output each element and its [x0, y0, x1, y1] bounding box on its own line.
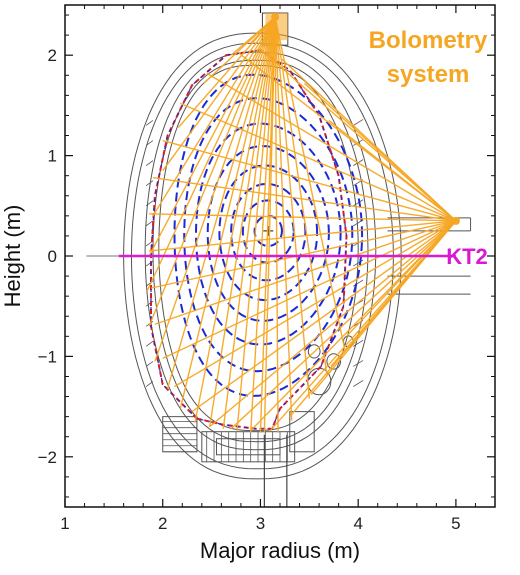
inner-wall-detail [145, 361, 154, 367]
outer-wall-detail [353, 380, 364, 387]
outer-wall-detail [353, 199, 364, 207]
bolometer-chord-top-1 [208, 16, 276, 427]
divertor-coil-right [289, 411, 315, 453]
y-tick-label-1: 1 [48, 147, 57, 166]
outer-wall-detail [353, 339, 364, 347]
y-axis-label: Height (m) [0, 205, 25, 308]
flux-contour-4 [206, 145, 330, 322]
axis-ticks: 1 2 3 4 5 −2 −1 0 1 2 [38, 5, 495, 533]
bolometer-chord-top-8 [274, 16, 311, 399]
bolometer-chord-top-2 [222, 16, 276, 429]
divertor-base [201, 431, 296, 463]
kt2-label: KT2 [446, 244, 488, 269]
inner-wall-detail [145, 220, 154, 227]
bolometer-chord-top-13 [154, 16, 276, 362]
flux-contour-3 [218, 164, 319, 302]
flux-contour-0 [253, 214, 284, 248]
inner-wall-detail [145, 160, 154, 166]
vessel-port-1 [326, 353, 342, 370]
bolometer-chord-top-17 [152, 16, 276, 217]
y-tick-label--2: −2 [38, 448, 57, 467]
x-axis-label: Major radius (m) [200, 538, 360, 563]
bolometer-chord-outboard-23 [328, 119, 457, 222]
bolometer-chord-outboard-20 [259, 48, 457, 222]
bolometer-chord-top-6 [274, 17, 279, 433]
bolometer-chord-outboard-9 [162, 220, 457, 360]
x-tick-label-4: 4 [353, 514, 362, 533]
bolometer-camera-housing-top [265, 13, 288, 41]
bolometer-chord-outboard-4 [152, 176, 457, 222]
y-tick-label--1: −1 [38, 347, 57, 366]
flux-contour-1 [241, 199, 295, 264]
inner-wall-detail [145, 200, 154, 207]
bolometer-chord-outboard-3 [162, 139, 457, 222]
bolometer-chord-outboard-2 [180, 102, 457, 222]
outer-wall-detail [353, 360, 364, 367]
outer-wall-detail [353, 259, 364, 267]
bolometer-chord-outboard-5 [149, 213, 456, 222]
inner-wall-detail [145, 341, 154, 347]
bolometer-camera-outboard [451, 216, 460, 225]
bolometer-chord-outboard-19 [345, 220, 457, 337]
y-tick-label-2: 2 [48, 46, 57, 65]
bolometer-chord-top-16 [148, 16, 276, 257]
inner-wall-detail [145, 180, 154, 187]
x-tick-label-2: 2 [158, 514, 167, 533]
x-tick-label-5: 5 [451, 514, 460, 533]
bolometer-chord-outboard-6 [148, 220, 456, 252]
x-tick-label-3: 3 [256, 514, 265, 533]
bolometer-chord-top-14 [148, 16, 276, 327]
x-tick-label-1: 1 [60, 514, 69, 533]
bolometer-chord-outboard-10 [174, 220, 457, 388]
vessel-limiter [158, 64, 359, 432]
inner-wall-detail [145, 140, 154, 146]
vessel-port-2 [307, 344, 321, 359]
flux-contour-7 [173, 73, 364, 397]
outer-wall-detail [353, 139, 364, 146]
bolometer-chord-top-4 [249, 17, 276, 433]
separatrix-overlay [150, 49, 348, 430]
y-tick-label-0: 0 [48, 247, 57, 266]
flux-contour-2 [230, 182, 307, 282]
bolometer-chord-outboard-11 [191, 220, 457, 413]
bolometry-label-line2: system [387, 61, 470, 88]
inner-wall-detail [145, 381, 154, 387]
bolometer-chord-outboard-8 [154, 220, 457, 325]
bolometer-chord-top-7 [274, 17, 293, 421]
bolometry-label-line1: Bolometry [369, 27, 488, 54]
inner-wall-detail [145, 120, 154, 126]
bolometer-chord-outboard-7 [150, 220, 457, 289]
bolometer-chord-outboard-1 [206, 72, 457, 222]
vessel-inner-wall [144, 51, 377, 451]
bolometer-chord-top-23 [259, 17, 276, 433]
flux-surfaces [150, 49, 364, 430]
bolometer-chord-top-9 [274, 16, 328, 375]
flux-contour-6 [183, 97, 354, 373]
bolometer-chord-outboard-22 [303, 82, 457, 222]
bolometer-chord-top-3 [236, 16, 276, 431]
bolometer-chords [146, 13, 460, 433]
bolometer-chord-outboard-18 [330, 220, 457, 367]
bolometer-chord-top-0 [194, 16, 276, 423]
outer-wall-detail [353, 119, 364, 126]
bolometer-chord-top-12 [166, 16, 276, 389]
